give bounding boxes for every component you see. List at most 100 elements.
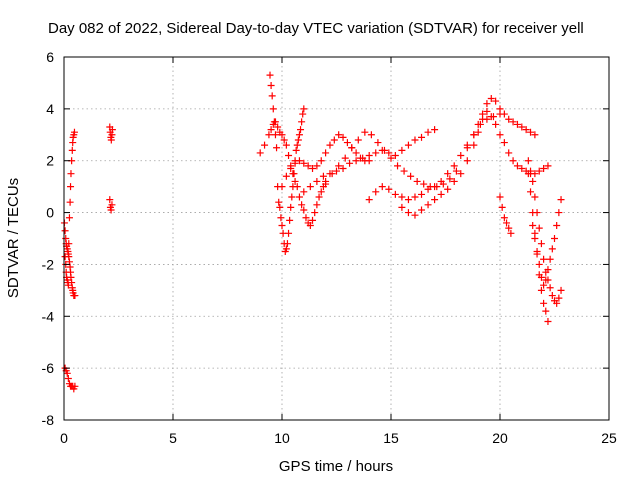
- data-point: [533, 209, 541, 217]
- data-point: [108, 201, 116, 209]
- data-point: [385, 149, 393, 157]
- data-point: [505, 224, 513, 232]
- data-point: [380, 146, 388, 154]
- data-point: [500, 110, 508, 118]
- data-point: [513, 162, 521, 170]
- data-point: [266, 71, 274, 79]
- data-point: [496, 193, 504, 201]
- data-point: [463, 144, 471, 152]
- data-point: [527, 128, 535, 136]
- data-point: [348, 144, 356, 152]
- data-point: [446, 175, 454, 183]
- data-point: [411, 211, 419, 219]
- data-point: [503, 219, 511, 227]
- data-point: [309, 164, 317, 172]
- data-point: [378, 183, 386, 191]
- data-point: [548, 245, 556, 253]
- data-point: [313, 162, 321, 170]
- y-tick-label: 6: [46, 49, 54, 65]
- data-point: [457, 152, 465, 160]
- data-point: [374, 139, 382, 147]
- y-tick-label: 2: [46, 153, 54, 169]
- data-point: [333, 167, 340, 175]
- data-point: [265, 131, 273, 139]
- data-point: [268, 92, 276, 100]
- data-point: [282, 172, 290, 180]
- data-point: [555, 209, 563, 217]
- data-point: [548, 292, 556, 300]
- data-point: [444, 170, 452, 178]
- data-point: [492, 97, 500, 105]
- data-point: [544, 162, 552, 170]
- data-point: [487, 94, 495, 102]
- x-tick-label: 20: [492, 430, 508, 446]
- data-point: [288, 193, 296, 201]
- data-point: [387, 154, 395, 162]
- data-point: [540, 299, 548, 307]
- data-point: [524, 157, 532, 165]
- data-point: [317, 188, 325, 196]
- data-point: [341, 154, 349, 162]
- data-point: [352, 157, 360, 165]
- data-point: [271, 118, 279, 126]
- data-point: [553, 299, 561, 307]
- data-point: [444, 185, 452, 193]
- data-point: [291, 177, 299, 185]
- data-point: [299, 110, 307, 118]
- data-point: [295, 157, 303, 165]
- data-point: [542, 307, 550, 315]
- data-point: [317, 157, 325, 165]
- data-point: [71, 382, 79, 390]
- data-points: [60, 71, 565, 393]
- axis-ticks: 0 5 10 15 20 25 -8 -6 -4 -2 0 2 4 6: [42, 49, 617, 446]
- data-point: [273, 144, 281, 152]
- data-point: [470, 131, 478, 139]
- data-point: [330, 136, 338, 144]
- data-point: [391, 152, 399, 160]
- data-point: [457, 170, 465, 178]
- plot-frame: [63, 56, 610, 421]
- data-point: [71, 292, 79, 300]
- data-point: [292, 146, 300, 154]
- data-point: [487, 113, 495, 121]
- data-point: [352, 149, 360, 157]
- data-point: [483, 100, 491, 108]
- data-point: [64, 281, 72, 289]
- data-point: [450, 177, 458, 185]
- data-point: [509, 157, 517, 165]
- data-point: [70, 128, 78, 136]
- data-point: [411, 136, 419, 144]
- data-point: [66, 198, 74, 206]
- data-point: [295, 193, 303, 201]
- data-point: [535, 167, 543, 175]
- data-point: [418, 206, 426, 214]
- data-point: [407, 172, 415, 180]
- data-point: [289, 170, 297, 178]
- data-point: [319, 172, 327, 180]
- data-point: [437, 177, 445, 185]
- data-point: [67, 183, 75, 191]
- data-point: [509, 118, 517, 126]
- data-point: [500, 214, 508, 222]
- data-point: [500, 139, 508, 147]
- data-point: [411, 193, 419, 201]
- data-point: [365, 152, 373, 160]
- data-point: [343, 139, 351, 147]
- data-point: [372, 149, 380, 157]
- data-point: [367, 131, 375, 139]
- data-point: [498, 203, 506, 211]
- data-point: [300, 159, 308, 167]
- y-tick-label: -6: [42, 360, 55, 376]
- data-point: [431, 183, 439, 191]
- data-point: [346, 159, 354, 167]
- data-point: [505, 149, 513, 157]
- data-point: [404, 141, 412, 149]
- data-point: [431, 126, 439, 134]
- data-point: [285, 152, 293, 160]
- data-point: [372, 188, 380, 196]
- data-point: [535, 260, 543, 268]
- data-point: [431, 196, 439, 204]
- data-point: [513, 120, 521, 128]
- data-point: [531, 131, 539, 139]
- data-point: [65, 214, 73, 222]
